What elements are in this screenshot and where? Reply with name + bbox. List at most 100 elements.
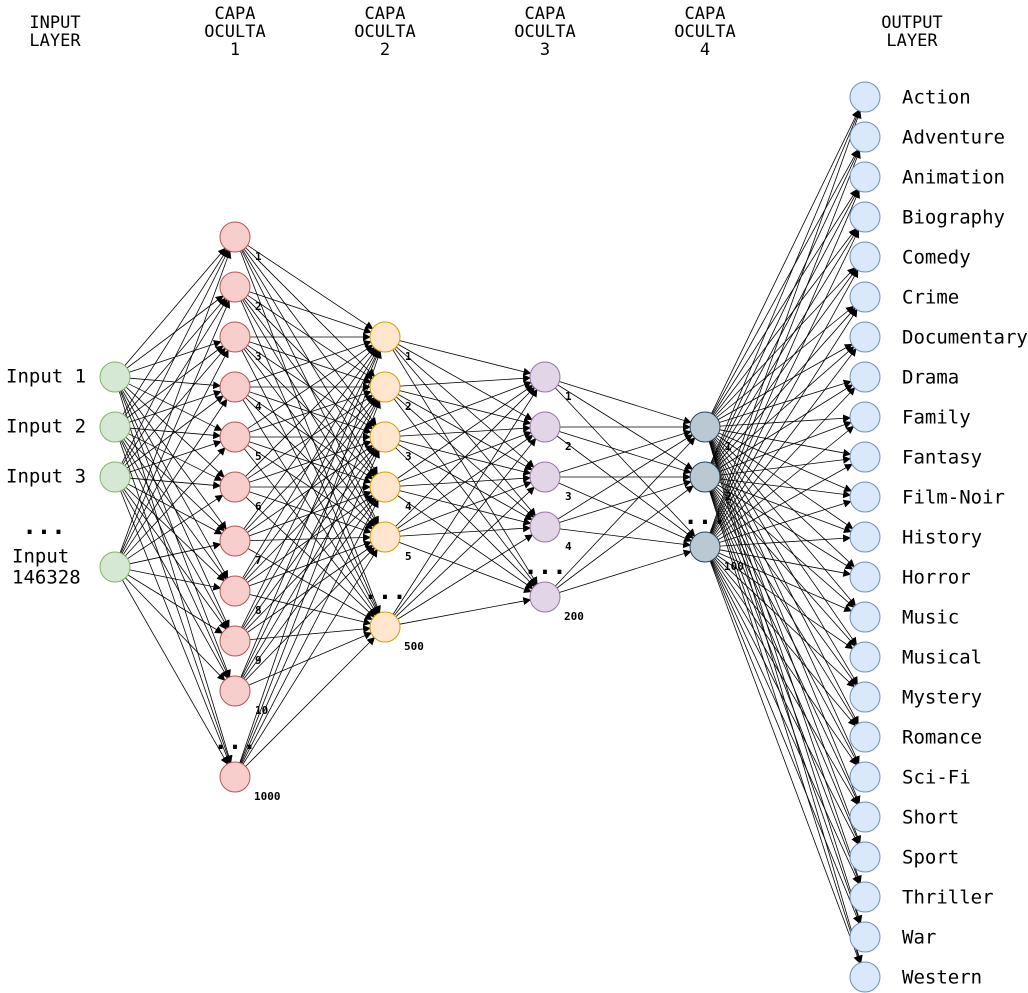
edge-input-3-to-hidden1-6 bbox=[129, 541, 222, 565]
layer-title-hidden4-line-3: 4 bbox=[700, 40, 710, 60]
ellipsis-hidden1: ... bbox=[213, 727, 256, 755]
edge-hidden4-2-to-output-15 bbox=[715, 557, 855, 688]
layer-title-hidden2-line-3: 2 bbox=[380, 40, 390, 60]
output-label-musical: Musical bbox=[902, 647, 982, 669]
neuron-output-13 bbox=[849, 561, 881, 593]
edge-hidden1-4-to-hidden2-0 bbox=[247, 344, 374, 430]
edge-hidden2-4-to-hidden3-4 bbox=[398, 541, 532, 593]
edge-hidden4-1-to-output-0 bbox=[710, 109, 861, 464]
edge-input-2-to-hidden1-5 bbox=[129, 477, 222, 490]
edge-input-2-to-hidden1-7 bbox=[125, 487, 225, 582]
neuron-hidden1-1 bbox=[219, 221, 251, 253]
edge-hidden4-1-to-output-13 bbox=[716, 486, 855, 608]
edge-hidden4-2-to-output-12 bbox=[719, 549, 852, 577]
output-label-family: Family bbox=[902, 407, 971, 429]
edge-hidden4-2-to-output-13 bbox=[718, 552, 853, 612]
edge-input-3-to-hidden1-5 bbox=[127, 494, 224, 560]
edge-hidden1-7-to-hidden2-5 bbox=[249, 594, 372, 626]
neuron-index-hidden1-10: 10 bbox=[255, 704, 268, 717]
edge-hidden2-5-to-hidden3-4 bbox=[399, 597, 532, 625]
neuron-index-hidden2-500: 500 bbox=[404, 640, 424, 653]
edge-hidden4-2-to-output-4 bbox=[711, 269, 859, 535]
neuron-index-hidden2-3: 3 bbox=[405, 450, 412, 463]
edge-hidden4-2-to-output-7 bbox=[715, 387, 856, 537]
output-label-adventure: Adventure bbox=[902, 127, 1005, 149]
ellipsis-input: ... bbox=[22, 512, 65, 540]
edge-input-2-to-hidden1-2 bbox=[124, 347, 226, 466]
layer-title-hidden2-line-1: CAPA bbox=[365, 4, 406, 24]
layer-title-hidden1-line-3: 1 bbox=[230, 40, 240, 60]
edge-hidden4-2-to-output-18 bbox=[712, 559, 858, 805]
neuron-hidden1-8 bbox=[219, 575, 251, 607]
neuron-output-11 bbox=[849, 481, 881, 513]
edge-hidden2-4-to-hidden3-2 bbox=[398, 481, 532, 533]
edge-input-0-to-hidden1-6 bbox=[123, 388, 227, 530]
output-label-animation: Animation bbox=[902, 167, 1005, 189]
edge-hidden1-5-to-hidden2-1 bbox=[247, 394, 374, 480]
ellipsis-hidden2: ... bbox=[363, 577, 406, 605]
edge-hidden2-1-to-hidden3-4 bbox=[393, 398, 537, 586]
edge-hidden2-3-to-hidden3-0 bbox=[397, 384, 534, 479]
neuron-hidden2-6 bbox=[369, 611, 401, 643]
edge-hidden1-5-to-hidden2-0 bbox=[245, 346, 376, 477]
edge-hidden4-1-to-output-5 bbox=[714, 307, 856, 467]
edge-hidden4-1-to-output-17 bbox=[711, 490, 859, 765]
neuron-index-hidden1-1000: 1000 bbox=[254, 790, 281, 803]
edge-hidden4-2-to-output-20 bbox=[710, 560, 860, 885]
neuron-output-4 bbox=[849, 201, 881, 233]
edge-hidden3-2-to-hidden4-0 bbox=[559, 429, 692, 473]
neuron-index-hidden2-5: 5 bbox=[405, 550, 412, 563]
output-label-sci-fi: Sci-Fi bbox=[902, 767, 971, 789]
edge-hidden1-9-to-hidden2-0 bbox=[240, 349, 381, 678]
neuron-hidden3-4 bbox=[529, 511, 561, 543]
edge-hidden1-1-to-hidden2-5 bbox=[240, 300, 380, 615]
neuron-index-hidden1-3: 3 bbox=[255, 350, 262, 363]
edge-hidden1-3-to-hidden2-0 bbox=[249, 340, 372, 383]
edge-hidden4-2-to-output-17 bbox=[713, 559, 857, 766]
edge-hidden1-10-to-hidden2-3 bbox=[241, 499, 379, 764]
edge-hidden1-10-to-hidden2-2 bbox=[240, 449, 380, 764]
edge-hidden1-10-to-hidden2-0 bbox=[239, 350, 382, 763]
edge-hidden4-1-to-output-9 bbox=[719, 455, 852, 476]
edge-hidden4-1-to-output-4 bbox=[713, 268, 857, 466]
output-label-comedy: Comedy bbox=[902, 247, 971, 269]
edge-hidden4-1-to-output-6 bbox=[716, 346, 855, 468]
edge-input-2-to-hidden1-9 bbox=[121, 489, 229, 679]
neuron-output-19 bbox=[849, 801, 881, 833]
neuron-index-hidden3-200: 200 bbox=[564, 610, 584, 623]
edge-input-3-to-hidden1-8 bbox=[127, 574, 224, 634]
edge-hidden4-1-to-output-10 bbox=[719, 478, 852, 499]
neuron-hidden1-3 bbox=[219, 321, 251, 353]
edge-hidden2-5-to-hidden3-3 bbox=[397, 534, 534, 620]
neuron-hidden1-7 bbox=[219, 525, 251, 557]
edge-hidden4-1-to-output-12 bbox=[717, 484, 854, 570]
edge-input-3-to-hidden1-1 bbox=[120, 299, 231, 554]
neuron-hidden1-5 bbox=[219, 421, 251, 453]
edge-hidden1-0-to-hidden2-0 bbox=[247, 244, 374, 330]
edge-input-0-to-hidden1-0 bbox=[124, 247, 226, 366]
output-label-fantasy: Fantasy bbox=[902, 447, 982, 469]
edge-hidden2-4-to-hidden3-3 bbox=[399, 524, 531, 537]
edge-hidden4-2-to-output-8 bbox=[716, 425, 855, 538]
edge-hidden1-10-to-hidden2-1 bbox=[240, 400, 381, 764]
neuron-hidden4-2 bbox=[689, 461, 721, 493]
edge-hidden1-10-to-hidden2-5 bbox=[245, 636, 376, 767]
output-label-short: Short bbox=[902, 807, 959, 829]
edge-hidden1-9-to-hidden2-2 bbox=[242, 449, 378, 679]
edge-hidden1-0-to-hidden2-5 bbox=[240, 250, 381, 614]
layer-title-hidden3-line-3: 3 bbox=[540, 40, 550, 60]
edge-hidden1-9-to-hidden2-4 bbox=[245, 546, 376, 681]
edge-hidden2-2-to-hidden3-0 bbox=[398, 381, 532, 433]
edge-hidden3-0-to-hidden4-2 bbox=[555, 387, 696, 537]
neuron-hidden1-4 bbox=[219, 371, 251, 403]
neuron-hidden3-2 bbox=[529, 411, 561, 443]
neuron-output-12 bbox=[849, 521, 881, 553]
layer-title-hidden4-line-1: CAPA bbox=[685, 4, 726, 24]
neuron-input-1 bbox=[99, 361, 131, 393]
input-label-2: Input 2 bbox=[6, 416, 86, 438]
edge-hidden2-5-to-hidden3-0 bbox=[392, 388, 538, 615]
neuron-index-hidden3-4: 4 bbox=[565, 540, 572, 553]
neuron-hidden1-10 bbox=[219, 675, 251, 707]
